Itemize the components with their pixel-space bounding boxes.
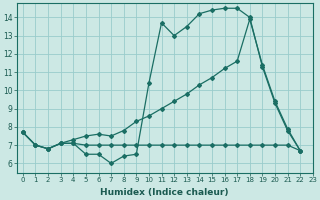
X-axis label: Humidex (Indice chaleur): Humidex (Indice chaleur) — [100, 188, 229, 197]
